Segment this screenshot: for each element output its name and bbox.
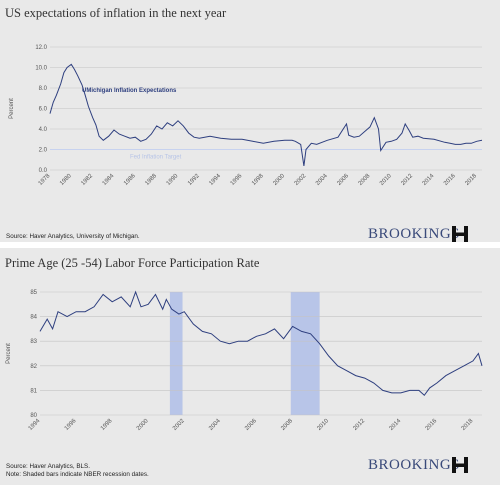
recession-bar xyxy=(290,292,320,415)
series-label: UMichigan Inflation Expectations xyxy=(82,88,177,94)
x-tick-label: 2014 xyxy=(389,418,403,432)
x-tick-label: 1980 xyxy=(59,173,73,187)
y-tick-label: 10.0 xyxy=(35,66,47,72)
x-tick-label: 2000 xyxy=(136,418,150,432)
x-tick-label: 1982 xyxy=(80,173,94,187)
x-tick-label: 1998 xyxy=(100,418,114,432)
x-tick-label: 1994 xyxy=(208,173,222,187)
brand-wordmark: BROOKINGS xyxy=(367,457,460,473)
chart-title: Prime Age (25 -54) Labor Force Participa… xyxy=(5,256,260,270)
brand-wordmark: BROOKINGS xyxy=(367,226,460,242)
y-tick-label: 8.0 xyxy=(39,86,48,92)
x-tick-label: 2008 xyxy=(358,173,372,187)
x-tick-label: 1992 xyxy=(187,173,201,187)
recession-bar xyxy=(169,292,183,415)
x-tick-label: 1978 xyxy=(38,173,52,187)
x-tick-label: 2014 xyxy=(422,173,436,187)
x-tick-label: 1994 xyxy=(28,418,42,432)
x-tick-label: 2012 xyxy=(400,173,414,187)
chart-source: Source: Haver Analytics, BLS. xyxy=(6,463,90,470)
x-tick-label: 2002 xyxy=(294,173,308,187)
x-tick-label: 2002 xyxy=(172,418,186,432)
x-tick-label: 1986 xyxy=(123,173,137,187)
y-tick-label: 0.0 xyxy=(39,168,48,174)
y-tick-label: 81 xyxy=(30,388,37,394)
x-tick-label: 2004 xyxy=(208,418,222,432)
y-axis-label: Percent xyxy=(6,343,12,364)
x-tick-label: 2018 xyxy=(461,418,475,432)
x-tick-label: 1984 xyxy=(102,173,116,187)
x-tick-label: 2016 xyxy=(443,173,457,187)
y-tick-label: 84 xyxy=(30,315,37,321)
x-tick-label: 2006 xyxy=(244,418,258,432)
x-tick-label: 1998 xyxy=(251,173,265,187)
series-line xyxy=(39,290,483,397)
x-tick-label: 2016 xyxy=(425,418,439,432)
x-tick-label: 2008 xyxy=(280,418,294,432)
chart-note: Note: Shaded bars indicate NBER recessio… xyxy=(6,471,149,478)
y-tick-label: 2.0 xyxy=(39,148,48,154)
x-tick-label: 2004 xyxy=(315,173,329,187)
x-tick-label: 2000 xyxy=(272,173,286,187)
chart-title: US expectations of inflation in the next… xyxy=(5,6,227,20)
x-tick-label: 2012 xyxy=(352,418,366,432)
x-tick-label: 1988 xyxy=(144,173,158,187)
y-tick-label: 12.0 xyxy=(35,45,47,51)
x-tick-label: 1990 xyxy=(166,173,180,187)
x-tick-label: 2010 xyxy=(316,418,330,432)
participation-chart-panel: Prime Age (25 -54) Labor Force Participa… xyxy=(0,248,500,485)
y-axis-label: Percent xyxy=(9,98,15,119)
y-tick-label: 80 xyxy=(30,413,37,419)
inflation-chart-panel: US expectations of inflation in the next… xyxy=(0,0,500,242)
x-tick-label: 2018 xyxy=(464,173,478,187)
y-tick-label: 4.0 xyxy=(39,127,48,133)
y-tick-label: 82 xyxy=(30,364,37,370)
y-tick-label: 6.0 xyxy=(39,107,48,113)
brookings-h-logo-icon xyxy=(452,226,468,242)
x-tick-label: 1996 xyxy=(64,418,78,432)
y-tick-label: 85 xyxy=(30,290,37,296)
inflation-chart: 0.0 2.0 4.0 6.0 8.0 10.0 12.0 1978 1980 1982 1984 1… xyxy=(9,45,483,187)
brookings-h-logo-icon xyxy=(452,457,468,473)
series-line xyxy=(49,63,483,166)
participation-chart: 80 81 82 83 84 85 1994 1996 1998 2000 2002 2004 2006… xyxy=(6,290,483,432)
x-tick-label: 1996 xyxy=(230,173,244,187)
x-tick-label: 2006 xyxy=(336,173,350,187)
reference-label: Fed Inflation Target xyxy=(130,155,182,161)
x-tick-label: 2010 xyxy=(379,173,393,187)
chart-source: Source: Haver Analytics, University of M… xyxy=(6,233,140,240)
y-tick-label: 83 xyxy=(30,339,37,345)
